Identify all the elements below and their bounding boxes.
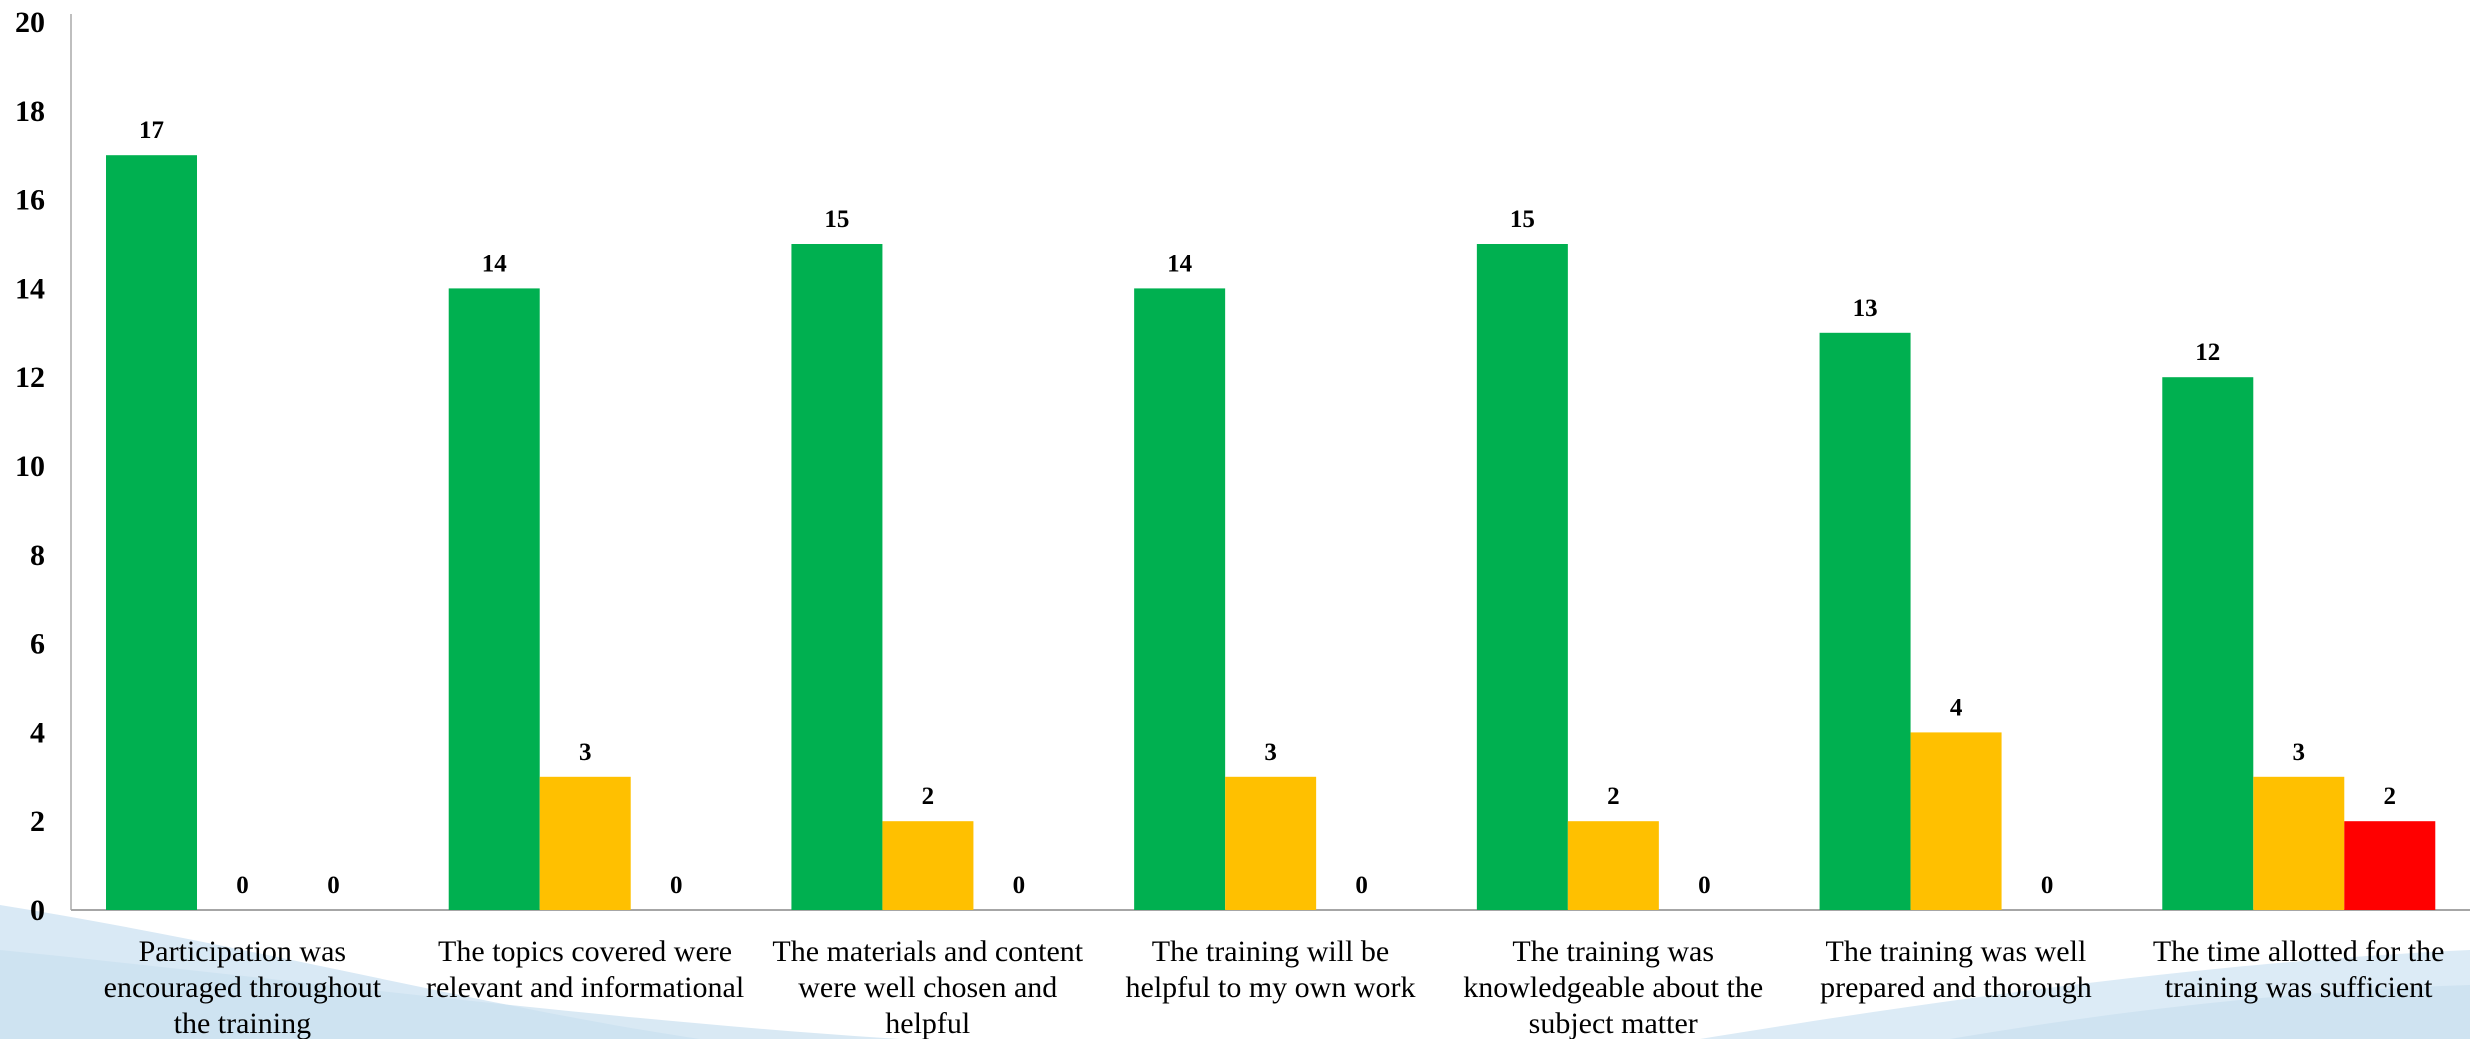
y-tick-label: 10 — [15, 450, 45, 483]
y-tick-label: 4 — [30, 716, 45, 749]
data-label: 13 — [1853, 295, 1878, 322]
bar — [1225, 776, 1317, 910]
y-tick-label: 2 — [30, 805, 45, 838]
x-category-label-line: helpful — [885, 1007, 970, 1039]
y-tick-label: 16 — [15, 184, 45, 217]
data-label: 15 — [1510, 206, 1535, 233]
y-tick-label: 20 — [15, 6, 45, 39]
y-tick-label: 18 — [15, 95, 45, 128]
x-category-label-line: The training was well — [1826, 935, 2087, 968]
x-category-label-line: The training will be — [1152, 935, 1389, 968]
data-label: 12 — [2195, 339, 2220, 366]
data-label: 0 — [1698, 872, 1711, 899]
x-category-label-line: Participation was — [139, 935, 346, 968]
data-label: 0 — [2041, 872, 2054, 899]
data-label: 0 — [670, 872, 683, 899]
x-category-label-line: subject matter — [1529, 1007, 1698, 1039]
bar — [1819, 332, 1911, 910]
x-category-label-line: relevant and informational — [426, 971, 744, 1004]
x-category-label-line: prepared and thorough — [1820, 971, 2092, 1004]
data-label: 14 — [1167, 250, 1193, 277]
data-label: 2 — [922, 783, 935, 810]
bar — [791, 244, 883, 910]
bar — [2344, 821, 2436, 910]
bar — [1567, 821, 1659, 910]
x-category-label-line: encouraged throughout — [104, 971, 382, 1004]
y-tick-label: 14 — [15, 272, 45, 305]
bar — [2162, 377, 2254, 910]
x-category-label-line: The topics covered were — [438, 935, 732, 968]
x-category-label: The topics covered were relevant and info… — [426, 935, 744, 1004]
x-category-label-line: training was sufficient — [2165, 971, 2433, 1004]
x-category-label-line: the training — [174, 1007, 311, 1039]
x-category-label-line: The materials and content — [772, 935, 1083, 968]
data-label: 0 — [236, 872, 249, 899]
x-category-label: The time allotted for the training was su… — [2153, 935, 2445, 1004]
x-category-label: The materials and content were well chose… — [772, 935, 1083, 1039]
bar — [1910, 732, 2002, 910]
data-label: 2 — [1607, 783, 1620, 810]
data-label: 17 — [139, 117, 164, 144]
y-tick-label: 8 — [30, 539, 45, 572]
bar — [106, 155, 197, 910]
x-category-label-line: knowledgeable about the — [1463, 971, 1763, 1004]
bar — [539, 776, 631, 910]
data-label: 0 — [1355, 872, 1368, 899]
bar — [1134, 288, 1226, 910]
x-category-label: The training was knowledgeable about the s… — [1463, 935, 1763, 1039]
x-category-label: The training will be helpful to my own wo… — [1126, 935, 1416, 1004]
x-category-label-line: The training was — [1512, 935, 1714, 968]
x-category-label-line: helpful to my own work — [1126, 971, 1416, 1004]
background-wave — [0, 905, 2470, 1039]
data-label: 3 — [2293, 739, 2306, 766]
data-label: 3 — [1264, 739, 1277, 766]
x-category-label: The training was well prepared and thorou… — [1820, 935, 2092, 1004]
x-category-label-line: The time allotted for the — [2153, 935, 2445, 968]
bar — [1476, 244, 1568, 910]
y-tick-label: 0 — [30, 894, 45, 927]
data-label: 14 — [482, 250, 508, 277]
data-label: 2 — [2384, 783, 2397, 810]
bar — [448, 288, 540, 910]
y-tick-label: 12 — [15, 361, 45, 394]
x-category-label: Participation was encouraged throughout th… — [104, 935, 382, 1039]
bar — [2253, 776, 2345, 910]
bar — [882, 821, 974, 910]
data-label: 15 — [824, 206, 849, 233]
x-category-label-line: were well chosen and — [798, 971, 1057, 1004]
y-tick-label: 6 — [30, 628, 45, 661]
data-label: 0 — [327, 872, 340, 899]
data-label: 0 — [1013, 872, 1026, 899]
data-label: 4 — [1950, 694, 1963, 721]
data-label: 3 — [579, 739, 592, 766]
